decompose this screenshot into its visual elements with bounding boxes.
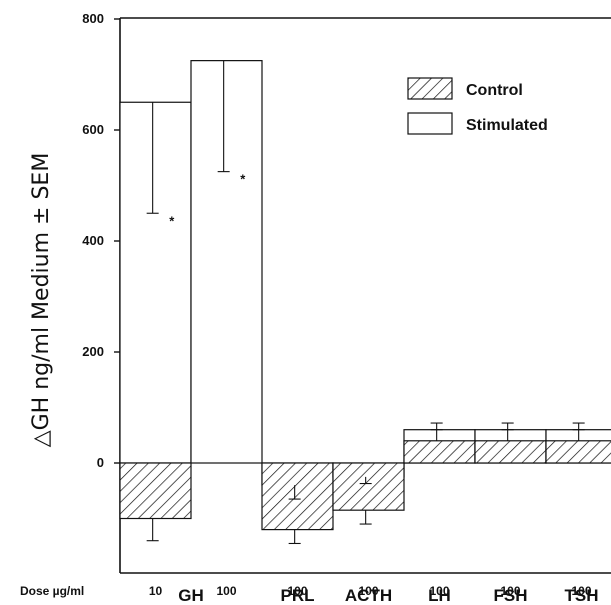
dose-value: 100 — [429, 584, 449, 598]
x-labels: 10 100 100 100 100 100 100 GH PRL ACTH LH FSH TSH — [149, 584, 599, 605]
dose-label: Dose µg/ml — [20, 584, 84, 598]
dose-value: 100 — [287, 584, 307, 598]
error-bars: ** — [146, 60, 585, 545]
bars — [119, 60, 611, 531]
y-tick-label: 400 — [82, 233, 104, 248]
dose-value: 100 — [500, 584, 520, 598]
y-tick-label: 600 — [82, 122, 104, 137]
bar-control — [119, 462, 192, 520]
bar-control — [261, 462, 334, 531]
category-label: LH — [428, 586, 451, 605]
dose-value: 10 — [149, 584, 163, 598]
bar-stimulated — [190, 60, 263, 464]
dose-value: 100 — [358, 584, 378, 598]
category-label: PRL — [281, 586, 315, 605]
bar-control — [403, 440, 476, 464]
legend-swatch-control — [407, 77, 453, 100]
bar-stimulated — [119, 101, 192, 464]
bar-control — [332, 462, 405, 511]
bar-control — [474, 440, 547, 464]
dose-value: 100 — [571, 584, 591, 598]
y-tick-label: 800 — [82, 11, 104, 26]
y-axis-label: △GH ng/ml Medium ± SEM — [29, 153, 54, 448]
dose-value: 100 — [216, 584, 236, 598]
category-label: ACTH — [345, 586, 392, 605]
legend: Control Stimulated — [407, 77, 548, 135]
category-label: FSH — [494, 586, 528, 605]
category-label: GH — [178, 586, 204, 605]
category-label: TSH — [565, 586, 599, 605]
legend-swatch-stimulated — [407, 112, 453, 135]
legend-label-stimulated: Stimulated — [466, 117, 548, 134]
significance-marker: * — [240, 172, 246, 187]
y-tick-label: 200 — [82, 344, 104, 359]
significance-marker: * — [169, 213, 175, 228]
y-ticks: 0 200 400 600 800 — [82, 11, 120, 470]
y-tick-label: 0 — [97, 455, 104, 470]
legend-label-control: Control — [466, 82, 523, 99]
bar-control — [545, 440, 611, 464]
